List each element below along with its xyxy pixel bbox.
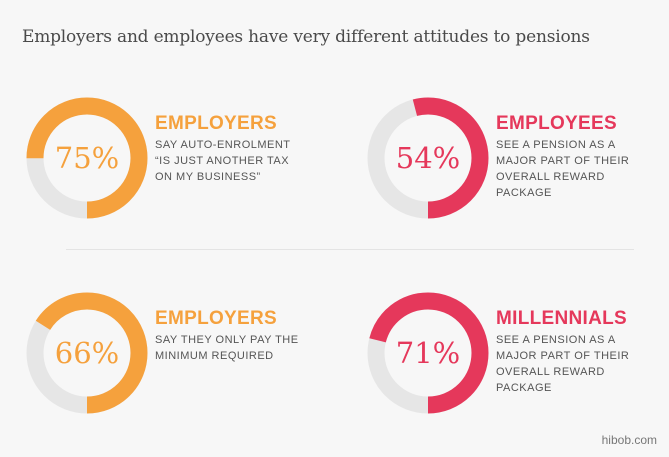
- stat-heading: MILLENNIALS: [496, 308, 628, 329]
- stat-heading: EMPLOYERS: [155, 308, 277, 329]
- stat-description: SAY THEY ONLY PAY THE MINIMUM REQUIRED: [155, 334, 299, 362]
- stat-heading: EMPLOYEES: [496, 113, 617, 134]
- source-credit: hibob.com: [601, 433, 657, 447]
- donut-employers-tax: [22, 93, 152, 223]
- donut-millennials-reward: [363, 288, 493, 418]
- donut-employees-reward: [363, 93, 493, 223]
- donut-label: 75%: [54, 141, 120, 175]
- donut-svg: [26, 97, 148, 219]
- donut-value-arc: [367, 292, 489, 414]
- divider: [66, 249, 634, 250]
- donut-svg: [367, 97, 489, 219]
- donut-label: 71%: [395, 336, 461, 370]
- stat-heading: EMPLOYERS: [155, 113, 277, 134]
- donut-employers-minimum: [22, 288, 152, 418]
- donut-svg: [367, 292, 489, 414]
- donut-value-arc: [367, 97, 489, 219]
- donut-label: 66%: [54, 336, 120, 370]
- donut-value-arc: [26, 292, 148, 414]
- donut-svg: [26, 292, 148, 414]
- donut-value-arc: [26, 97, 148, 219]
- chart-title: Employers and employees have very differ…: [22, 27, 590, 47]
- stat-description: SAY AUTO-ENROLMENT “IS JUST ANOTHER TAX …: [155, 139, 291, 183]
- donut-label: 54%: [395, 141, 461, 175]
- stat-description: SEE A PENSION AS A MAJOR PART OF THEIR O…: [496, 139, 630, 199]
- stat-description: SEE A PENSION AS A MAJOR PART OF THEIR O…: [496, 334, 630, 394]
